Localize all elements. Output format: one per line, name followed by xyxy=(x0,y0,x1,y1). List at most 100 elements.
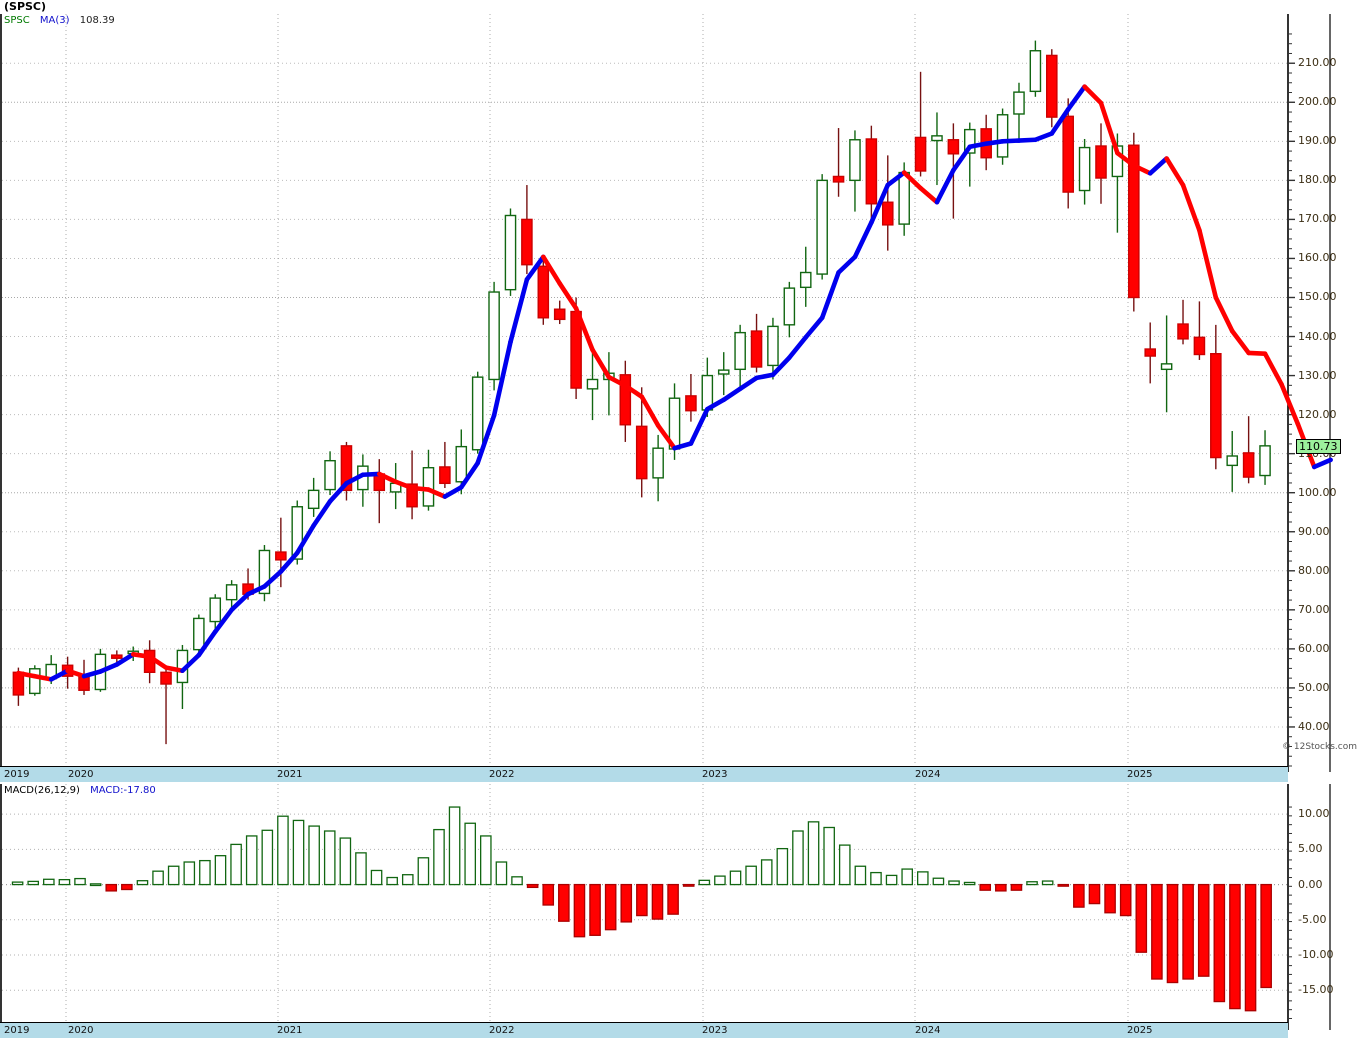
macd-bar[interactable] xyxy=(729,870,742,886)
macd-bar[interactable] xyxy=(339,837,352,886)
candle[interactable] xyxy=(783,281,796,338)
macd-bar[interactable] xyxy=(745,865,757,886)
macd-bar[interactable] xyxy=(261,829,274,886)
macd-bar[interactable] xyxy=(323,830,336,886)
macd-bar[interactable] xyxy=(526,883,539,889)
macd-bar[interactable] xyxy=(214,855,227,886)
macd-bar[interactable] xyxy=(308,825,320,886)
macd-bar[interactable] xyxy=(776,847,789,886)
macd-bar[interactable] xyxy=(74,877,86,886)
candle[interactable] xyxy=(406,450,418,520)
macd-bar[interactable] xyxy=(1073,883,1085,908)
candle[interactable] xyxy=(553,300,566,325)
candle[interactable] xyxy=(685,374,697,422)
macd-bar[interactable] xyxy=(651,883,664,920)
macd-bar[interactable] xyxy=(870,871,882,886)
candle[interactable] xyxy=(439,441,451,489)
candle[interactable] xyxy=(881,155,894,251)
candle[interactable] xyxy=(832,128,845,197)
macd-bar[interactable] xyxy=(1135,883,1148,953)
macd-bar[interactable] xyxy=(277,815,289,886)
candle[interactable] xyxy=(111,650,123,663)
macd-bar[interactable] xyxy=(386,876,398,886)
price-chart-svg[interactable] xyxy=(0,14,1360,772)
macd-bar[interactable] xyxy=(807,821,820,886)
candle[interactable] xyxy=(1078,138,1091,205)
macd-bar[interactable] xyxy=(1213,883,1226,1003)
candle[interactable] xyxy=(1193,301,1206,360)
macd-bar[interactable] xyxy=(1244,883,1257,1012)
macd-bar[interactable] xyxy=(152,870,164,886)
candle[interactable] xyxy=(1046,49,1058,128)
candle[interactable] xyxy=(258,545,271,602)
macd-bar[interactable] xyxy=(199,859,211,886)
candle[interactable] xyxy=(996,108,1009,165)
candle[interactable] xyxy=(914,71,927,177)
macd-bar[interactable] xyxy=(963,881,976,886)
macd-bar[interactable] xyxy=(838,844,851,886)
macd-bar[interactable] xyxy=(948,880,960,886)
macd-bar[interactable] xyxy=(932,877,945,886)
candle[interactable] xyxy=(1226,431,1239,492)
candle[interactable] xyxy=(1259,430,1271,485)
macd-bar[interactable] xyxy=(370,869,383,886)
candle[interactable] xyxy=(1242,416,1255,484)
candle[interactable] xyxy=(471,371,484,454)
macd-bar[interactable] xyxy=(401,874,414,886)
macd-bar[interactable] xyxy=(245,835,258,886)
macd-bar[interactable] xyxy=(1010,883,1023,891)
candle[interactable] xyxy=(865,125,878,224)
macd-bar[interactable] xyxy=(230,843,242,886)
candle[interactable] xyxy=(160,667,172,745)
macd-bar[interactable] xyxy=(1057,883,1070,887)
macd-bar[interactable] xyxy=(542,883,555,906)
price-x-axis[interactable]: 2019 2020 2021 2022 2023 2024 2025 xyxy=(0,766,1288,782)
candle[interactable] xyxy=(537,256,550,325)
candle[interactable] xyxy=(619,360,632,442)
candle[interactable] xyxy=(767,317,779,380)
macd-bar[interactable] xyxy=(792,830,804,886)
macd-chart-svg[interactable] xyxy=(0,784,1360,1032)
macd-bar[interactable] xyxy=(1088,883,1101,905)
candle[interactable] xyxy=(1177,299,1189,345)
macd-bar[interactable] xyxy=(448,806,461,886)
candle[interactable] xyxy=(1144,322,1156,384)
candle[interactable] xyxy=(1013,82,1025,139)
macd-bar[interactable] xyxy=(1166,883,1179,984)
macd-bar[interactable] xyxy=(854,865,867,886)
macd-bar[interactable] xyxy=(995,883,1007,892)
macd-bar[interactable] xyxy=(43,878,55,886)
macd-bar[interactable] xyxy=(1229,883,1241,1010)
candle[interactable] xyxy=(750,313,763,373)
candle[interactable] xyxy=(1062,98,1074,209)
macd-bar[interactable] xyxy=(121,883,133,891)
macd-bar[interactable] xyxy=(1151,883,1163,980)
macd-bar[interactable] xyxy=(495,861,508,886)
candle[interactable] xyxy=(340,441,353,501)
macd-bar[interactable] xyxy=(183,861,196,886)
candle[interactable] xyxy=(488,281,500,391)
candle[interactable] xyxy=(734,324,746,391)
candle[interactable] xyxy=(521,185,533,275)
macd-bar[interactable] xyxy=(558,883,570,922)
candle[interactable] xyxy=(931,112,943,186)
candle[interactable] xyxy=(209,594,222,633)
macd-bar[interactable] xyxy=(433,828,445,886)
macd-bar[interactable] xyxy=(604,883,617,931)
candle[interactable] xyxy=(1095,123,1107,204)
candle[interactable] xyxy=(652,434,664,502)
macd-bar[interactable] xyxy=(417,857,430,886)
macd-bar[interactable] xyxy=(105,883,118,892)
macd-bar[interactable] xyxy=(620,883,633,923)
candle[interactable] xyxy=(275,517,287,588)
candle[interactable] xyxy=(1029,40,1042,97)
candle[interactable] xyxy=(225,580,238,610)
macd-bar[interactable] xyxy=(511,876,523,886)
macd-bar[interactable] xyxy=(464,822,477,886)
macd-bar[interactable] xyxy=(355,852,367,886)
candle[interactable] xyxy=(504,208,517,296)
macd-bar[interactable] xyxy=(27,880,40,886)
macd-bar[interactable] xyxy=(589,883,601,936)
macd-bar[interactable] xyxy=(885,874,898,886)
candle[interactable] xyxy=(307,477,320,517)
